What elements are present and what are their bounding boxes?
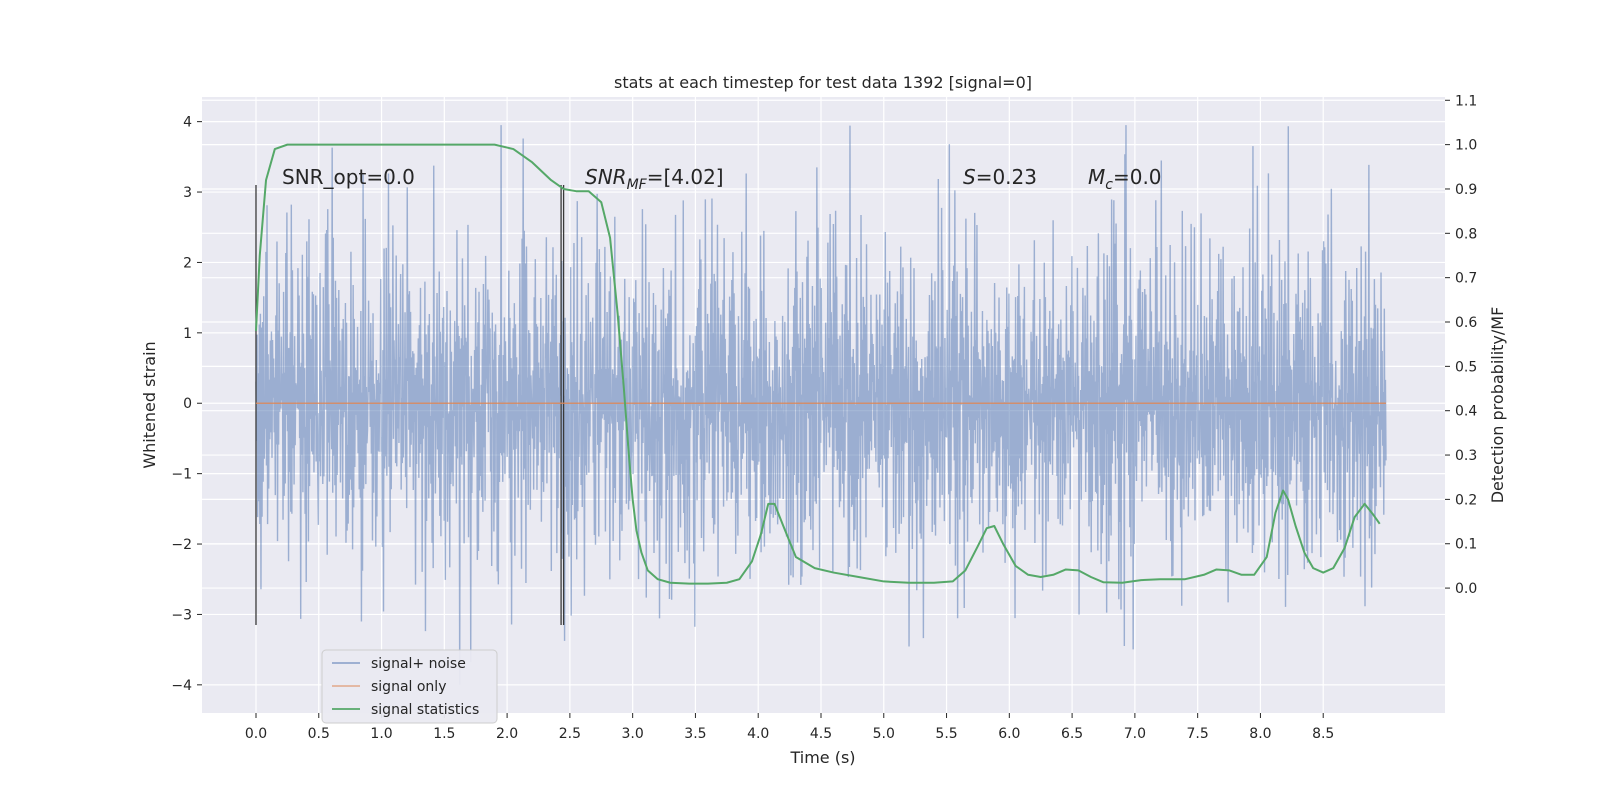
annotation-s-symbol: S [963,165,976,189]
x-tick-label: 8.5 [1312,726,1334,742]
x-tick-label: 7.5 [1187,726,1209,742]
annotation-s: S=0.23 [963,165,1037,189]
x-tick-label: 5.0 [873,726,895,742]
x-tick-label: 0.5 [308,726,330,742]
y2-tick-label: 0.0 [1455,581,1477,597]
annotation-snr-mf-prefix: SNR [585,165,627,189]
x-tick-label: 2.5 [559,726,581,742]
annotation-mc-symbol: M [1088,165,1105,189]
y-axis-ticks: −4 −3 −2 −1 0 1 2 3 4 [171,115,202,694]
y-tick-label: 4 [183,115,192,131]
x-tick-label: 8.0 [1249,726,1271,742]
x-tick-label: 6.5 [1061,726,1083,742]
y2-tick-label: 0.9 [1455,182,1477,198]
x-tick-label: 6.0 [998,726,1020,742]
x-axis-label: Time (s) [789,748,855,767]
x-tick-label: 0.0 [245,726,267,742]
legend-box [321,649,498,724]
y-tick-label: 2 [183,255,192,271]
y-tick-label: −2 [171,537,192,553]
signal-noise-series [255,125,1387,685]
legend-label-signal-statistics: signal statistics [371,702,479,718]
x-axis-ticks: 0.0 0.5 1.0 1.5 2.0 2.5 3.0 3.5 4.0 4.5 5.0 5.5 6.0 6… [245,713,1334,742]
signal-statistics-series [254,143,1381,585]
y2-tick-label: 0.6 [1455,315,1477,331]
x-tick-label: 7.0 [1124,726,1146,742]
y-tick-label: 0 [183,396,192,412]
legend: signal+ noise signal only signal statist… [321,649,498,724]
y-axis-label: Whitened strain [140,341,159,468]
y2-axis-ticks: 0.0 0.1 0.2 0.3 0.4 0.5 0.6 0.7 0.8 0.9 1.0 1.1 [1445,93,1477,597]
chart-title: stats at each timestep for test data 139… [614,73,1032,92]
y2-tick-label: 0.5 [1455,359,1477,375]
x-tick-label: 4.0 [747,726,769,742]
x-tick-label: 3.0 [622,726,644,742]
annotation-mc-sub: c [1105,177,1113,193]
y2-tick-label: 1.1 [1455,93,1477,109]
signal-noise-line [255,125,1387,685]
annotation-snr-opt: SNR_opt=0.0 [282,165,415,189]
x-tick-label: 1.0 [370,726,392,742]
y2-tick-label: 0.7 [1455,271,1477,287]
y2-tick-label: 0.8 [1455,226,1477,242]
legend-label-signal-only: signal only [371,679,446,695]
y-tick-label: −3 [171,607,192,623]
x-tick-label: 1.5 [433,726,455,742]
annotation-snr-mf-sub: MF [627,177,648,193]
y-tick-label: −1 [171,467,192,483]
annotation-s-value: =0.23 [976,165,1037,189]
annotation-mc: Mc=0.0 [1088,165,1162,193]
y-tick-label: 1 [183,326,192,342]
y-tick-label: 3 [183,185,192,201]
marker-lines [255,185,565,625]
y2-tick-label: 0.2 [1455,492,1477,508]
annotation-snr-mf-value: =[4.02] [647,165,724,189]
y-tick-label: −4 [171,678,192,694]
y2-tick-label: 1.0 [1455,138,1477,154]
y2-tick-label: 0.3 [1455,448,1477,464]
legend-label-signal-noise: signal+ noise [371,656,466,672]
x-tick-label: 2.0 [496,726,518,742]
annotation-mc-value: =0.0 [1113,165,1162,189]
x-tick-label: 3.5 [684,726,706,742]
x-tick-label: 4.5 [810,726,832,742]
y2-tick-label: 0.4 [1455,404,1477,420]
signal-statistics-line [254,143,1381,585]
y2-tick-label: 0.1 [1455,537,1477,553]
y2-axis-label: Detection probability/MF [1488,307,1507,504]
x-tick-label: 5.5 [935,726,957,742]
annotation-snr-mf: SNRMF=[4.02] [585,165,724,193]
